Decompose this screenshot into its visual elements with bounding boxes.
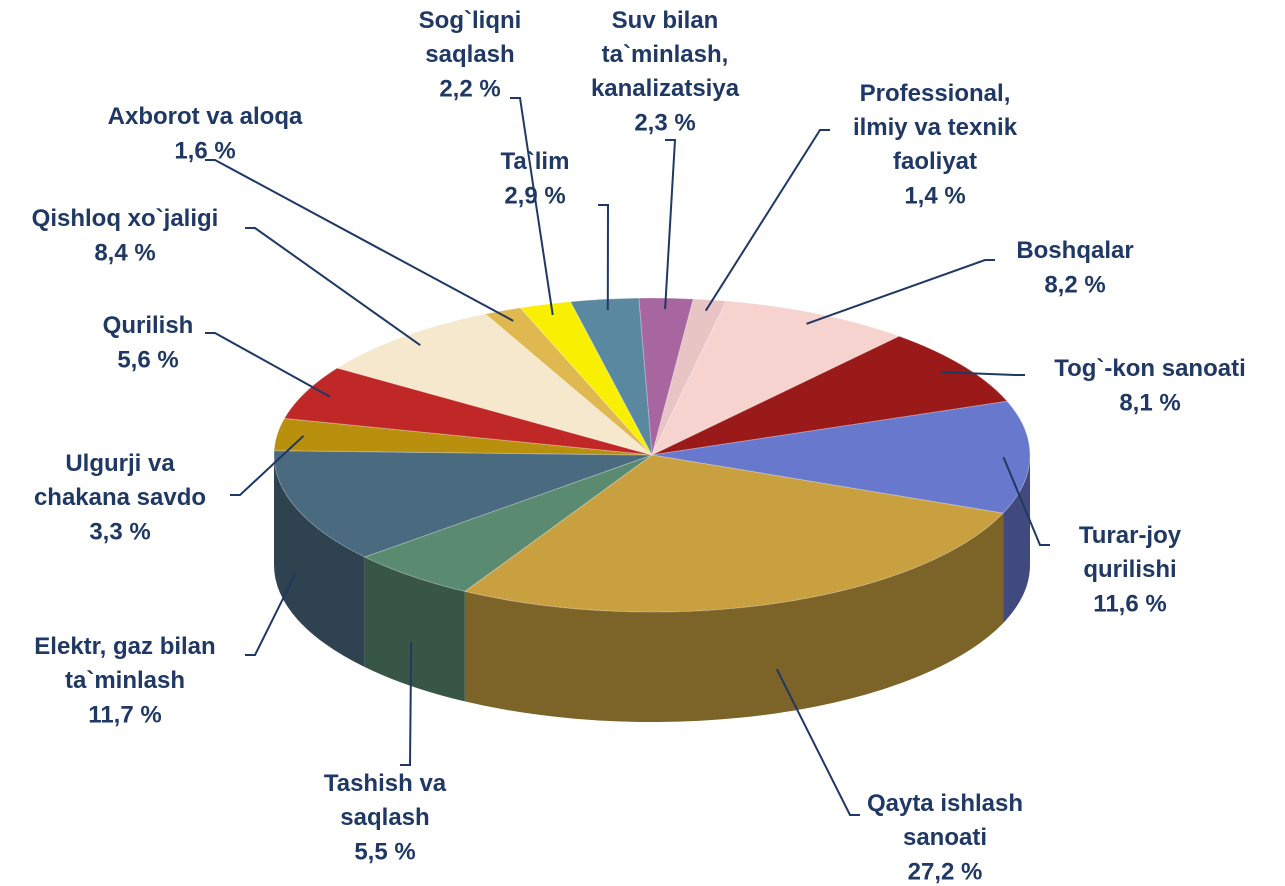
label-line: Qishloq xo`jaligi (32, 205, 219, 232)
slice (484, 307, 653, 456)
slice-label: Qayta ishlash sanoati (867, 790, 1023, 851)
slice-label: Ta`lim (501, 148, 570, 175)
slice (651, 335, 1009, 456)
label-line: Tog`-kon sanoati (1054, 355, 1246, 382)
label-line: Qayta ishlash (867, 790, 1023, 817)
slice-label: Turar-joy qurilishi (1079, 522, 1182, 583)
slice-label: Axborot va aloqa (108, 103, 303, 130)
label-line: Boshqalar (1016, 237, 1133, 264)
label-line: sanoati (903, 824, 987, 851)
value-label: 5,6 % (117, 346, 178, 373)
leader-line (245, 572, 297, 656)
label-line: faoliyat (893, 148, 977, 175)
slice (336, 313, 653, 456)
label-line: chakana savdo (34, 484, 206, 511)
value-label: 5,5 % (354, 838, 415, 865)
leader-line (664, 139, 677, 310)
value-label: 2,3 % (634, 109, 695, 136)
label-line: Ulgurji va (65, 450, 175, 477)
label-line: saqlash (425, 41, 514, 68)
leader-line (205, 159, 514, 322)
label-line: ta`minlash (65, 667, 185, 694)
slice-label: Ulgurji va chakana savdo (34, 450, 206, 511)
label-line: Qurilish (103, 312, 194, 339)
slice (651, 400, 1031, 514)
leader-line (400, 642, 413, 766)
label-line: saqlash (340, 804, 429, 831)
label-line: Sog`liqni (419, 7, 522, 34)
label-line: kanalizatsiya (591, 75, 740, 102)
label-line: Axborot va aloqa (108, 103, 303, 130)
slice (651, 298, 727, 456)
leader-line (510, 97, 554, 316)
slice (650, 300, 901, 457)
leader-line (245, 227, 421, 347)
label-line: qurilishi (1083, 556, 1176, 583)
leader-line (775, 668, 860, 816)
slice-side (1003, 455, 1030, 624)
slice (363, 454, 653, 592)
slice-label: Tashish va saqlash (324, 770, 447, 831)
label-line: Turar-joy (1079, 522, 1182, 549)
value-label: 1,6 % (174, 137, 235, 164)
slice (569, 297, 653, 456)
label-line: Professional, (860, 80, 1011, 107)
value-label: 3,3 % (89, 518, 150, 545)
label-line: Ta`lim (501, 148, 570, 175)
leader-line (806, 259, 995, 325)
slice (519, 301, 653, 456)
slice-label: Tog`-kon sanoati (1054, 355, 1246, 382)
value-label: 11,7 % (88, 701, 161, 728)
value-label: 2,2 % (439, 75, 500, 102)
slice-label: Qishloq xo`jaligi (32, 205, 219, 232)
value-label: 2,9 % (504, 182, 565, 209)
slice-side (364, 557, 465, 702)
value-label: 11,6 % (1093, 590, 1166, 617)
label-line: ilmiy va texnik (853, 114, 1018, 141)
slice-label: Qurilish (103, 312, 194, 339)
value-label: 27,2 % (908, 858, 983, 885)
slice-side (274, 455, 365, 668)
leader-line (230, 435, 305, 496)
label-line: Tashish va (324, 770, 447, 797)
label-line: Elektr, gaz bilan (34, 633, 215, 660)
value-label: 1,4 % (904, 182, 965, 209)
leader-line (598, 204, 610, 311)
leader-line (941, 371, 1025, 376)
value-label: 8,2 % (1044, 271, 1105, 298)
leader-line (704, 129, 830, 312)
leader-line (1002, 456, 1050, 546)
value-label: 8,4 % (94, 239, 155, 266)
slice (273, 450, 653, 558)
slice (283, 367, 653, 456)
slice-label: Elektr, gaz bilan ta`minlash (34, 633, 215, 694)
label-line: ta`minlash, (602, 41, 729, 68)
label-line: Suv bilan (612, 7, 719, 34)
value-label: 8,1 % (1119, 389, 1180, 416)
slice-label: Professional, ilmiy va texnik faoliyat (853, 80, 1018, 175)
slice-label: Suv bilan ta`minlash, kanalizatsiya (591, 7, 740, 102)
slice-label: Boshqalar (1016, 237, 1133, 264)
slice-label: Sog`liqni saqlash (419, 7, 522, 68)
slice (463, 454, 1005, 613)
slice (273, 417, 653, 456)
leader-line (205, 332, 331, 398)
slice-side (464, 513, 1004, 722)
